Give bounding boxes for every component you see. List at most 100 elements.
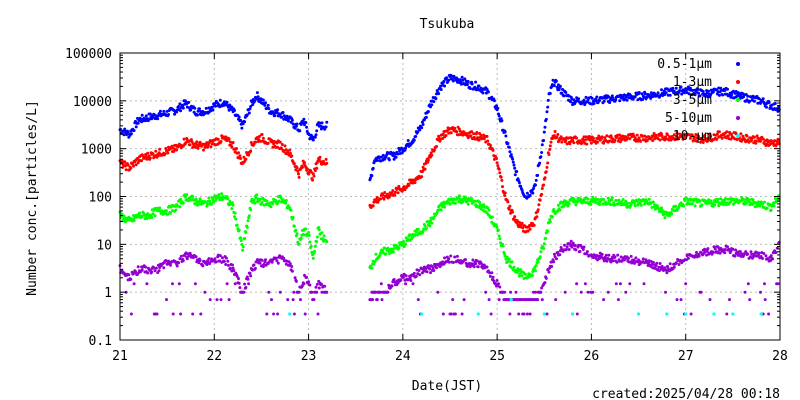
data-point [288,148,292,152]
data-point [392,278,396,281]
data-point [140,113,144,117]
data-point [577,97,581,101]
data-point [381,193,385,197]
legend-label: 3-5μm [673,93,712,108]
data-point [421,229,425,233]
data-point [628,205,632,209]
data-point [451,261,455,264]
data-point [461,200,465,204]
data-point [369,176,372,180]
data-point [684,282,688,286]
data-point [224,263,228,266]
data-point [285,114,289,118]
data-point [662,89,666,93]
data-point [270,298,273,302]
data-point [472,265,476,269]
data-point [297,290,301,294]
data-point [718,251,722,255]
data-point [572,197,576,201]
data-point [408,276,412,280]
data-point [226,263,230,267]
data-point [509,265,513,269]
y-tick-label: 100000 [65,47,112,62]
data-point [283,144,287,148]
data-point [598,203,601,207]
data-point [252,198,256,202]
data-point [764,254,768,258]
data-point [198,259,202,262]
data-point [206,202,210,206]
data-point [707,89,711,93]
data-point [545,312,549,316]
data-point [473,85,477,89]
data-point [264,258,267,262]
data-point [510,260,514,264]
data-point [479,133,483,137]
y-tick-label: 10000 [73,95,112,110]
data-point [492,99,496,103]
data-point [693,135,696,139]
data-point [249,274,253,278]
data-point [663,266,667,270]
data-point [246,219,250,223]
data-point [282,256,286,260]
plot-frame [119,52,781,341]
data-point [416,227,420,231]
data-point [162,109,166,113]
data-point [181,259,185,263]
data-point [145,217,149,221]
data-point [136,265,140,269]
data-point [187,100,191,104]
data-point [286,119,290,123]
data-point [664,268,668,272]
data-point [288,151,292,155]
data-point [213,257,217,261]
data-point [136,161,140,165]
data-point [668,93,672,97]
data-point [234,217,238,221]
data-point [744,140,748,144]
data-point [546,105,550,109]
data-point [469,134,473,138]
data-point [466,83,469,86]
data-point [318,155,322,159]
data-point [198,140,202,144]
data-point [567,202,571,206]
data-point [270,260,274,264]
data-point [417,269,421,272]
data-point [640,92,644,96]
data-point [464,261,468,265]
data-point [140,215,144,219]
data-point [700,203,704,207]
data-point [746,282,750,286]
data-point [314,133,318,137]
data-point [134,125,138,129]
data-point [608,101,612,105]
data-point [634,256,638,260]
data-point [624,290,628,294]
data-point [713,203,717,207]
data-point [286,298,290,302]
data-point [602,141,606,145]
data-point [759,290,762,294]
legend-label: 10-μm [673,129,712,144]
data-point [315,290,319,294]
legend-marker [736,98,740,102]
data-point [375,196,379,199]
data-point [225,100,229,104]
data-point [172,149,176,153]
data-point [733,254,737,258]
data-point [431,266,435,270]
data-point [713,247,717,251]
data-point [767,312,771,316]
data-point [721,93,725,97]
data-point [741,197,745,201]
data-point [489,312,493,316]
data-point [158,109,162,113]
data-point [146,151,150,155]
data-point [303,312,307,316]
data-point [228,199,232,203]
data-point [482,263,486,267]
legend-marker [736,80,740,84]
